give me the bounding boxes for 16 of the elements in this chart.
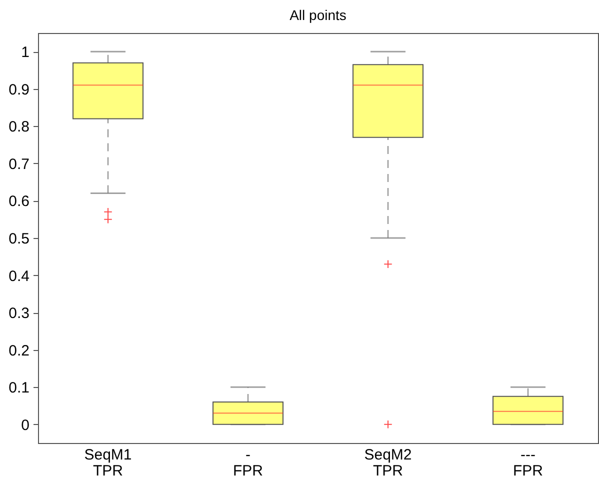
x-tick-label: SeqM1 TPR — [84, 446, 132, 480]
y-tick-label: 0.3 — [8, 305, 30, 322]
y-tick-label: 0.7 — [8, 156, 30, 173]
y-tick-label: 1 — [21, 44, 30, 62]
y-tick-label: 0.6 — [8, 193, 30, 210]
y-tick-label: 0 — [21, 416, 30, 434]
y-tick-label: 0.5 — [8, 230, 30, 248]
y-tick-label: 0.1 — [8, 380, 30, 397]
x-tick-label: SeqM2 TPR — [364, 446, 412, 480]
y-tick-label: 0.9 — [8, 81, 30, 98]
x-tick-label: --- FPR — [513, 446, 544, 480]
chart-title: All points — [290, 7, 346, 23]
y-tick-label: 0.2 — [8, 342, 30, 360]
x-tick-label: - FPR — [233, 446, 264, 480]
y-tick-label: 0.8 — [8, 118, 30, 136]
y-tick-label: 0.4 — [8, 268, 30, 285]
